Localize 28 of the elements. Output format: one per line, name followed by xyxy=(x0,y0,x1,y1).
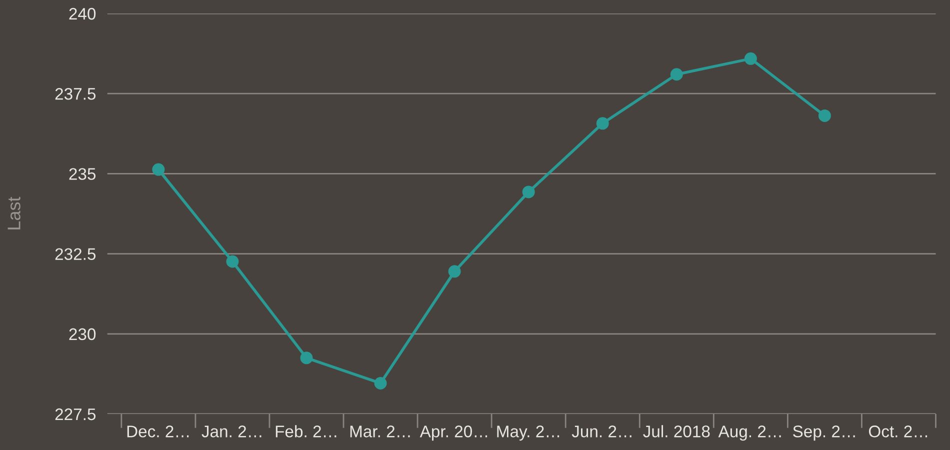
x-tick-label: Oct. 2… xyxy=(868,426,928,438)
point xyxy=(374,376,387,390)
point xyxy=(522,186,535,198)
x-tick-label: May. 2… xyxy=(497,426,560,441)
y-axis-title: Last xyxy=(8,196,20,230)
y-tick-label: 240 xyxy=(69,8,96,20)
x-tick-label: Feb. 2… xyxy=(276,425,336,438)
x-tick-label: Aug. 2… xyxy=(718,426,781,441)
y-tick-label: 230 xyxy=(69,328,96,340)
y-tick-label: 235 xyxy=(69,168,96,180)
point xyxy=(448,265,461,278)
x-tick-label: Jul. 2018 xyxy=(643,425,710,438)
point xyxy=(670,68,683,81)
point xyxy=(818,109,831,122)
x-tick-label: Dec. 2… xyxy=(127,426,189,438)
x-tick-label: Mar. 2… xyxy=(350,426,410,438)
point xyxy=(300,352,313,364)
point xyxy=(226,255,239,268)
point xyxy=(152,163,165,176)
y-tick-label: 227.5 xyxy=(55,408,96,420)
point xyxy=(744,52,757,65)
x-tick-label: Sep. 2… xyxy=(793,426,855,441)
y-tick-label: 237.5 xyxy=(55,88,96,100)
x-tick-label: Jan. 2… xyxy=(202,426,262,438)
y-tick-label: 232.5 xyxy=(55,248,96,260)
x-tick-label: Apr. 20… xyxy=(420,426,488,441)
point xyxy=(596,117,609,130)
x-tick-label: Jun. 2… xyxy=(572,426,632,438)
